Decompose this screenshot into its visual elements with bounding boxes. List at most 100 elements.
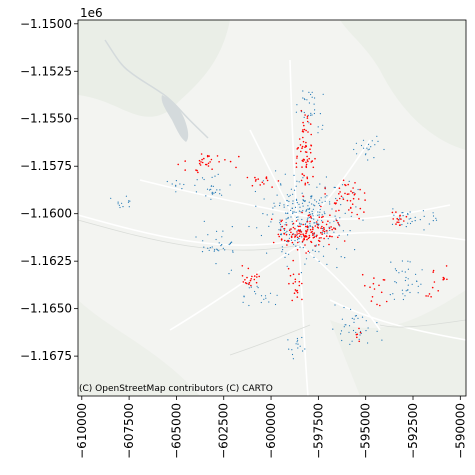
- data-point: [405, 276, 407, 279]
- data-point: [307, 217, 309, 219]
- data-point: [323, 237, 325, 240]
- data-point: [308, 102, 310, 104]
- data-point: [333, 186, 335, 188]
- data-point: [339, 217, 341, 219]
- data-point: [445, 265, 448, 267]
- data-point: [333, 227, 335, 229]
- data-point: [207, 247, 209, 249]
- data-point: [302, 205, 304, 207]
- data-point: [256, 227, 258, 229]
- data-point: [334, 304, 336, 306]
- data-point: [309, 224, 311, 226]
- data-point: [336, 266, 338, 269]
- data-point: [286, 230, 288, 232]
- data-point: [314, 235, 316, 237]
- data-point: [290, 228, 292, 230]
- data-point: [303, 98, 305, 100]
- data-point: [290, 235, 293, 238]
- data-point: [420, 283, 422, 285]
- data-point: [298, 284, 301, 287]
- data-point: [255, 281, 258, 284]
- data-point: [282, 249, 284, 251]
- data-point: [357, 317, 359, 319]
- data-point: [318, 260, 320, 262]
- attribution-text: (C) OpenStreetMap contributors (C) CARTO: [79, 384, 273, 394]
- data-point: [299, 223, 301, 225]
- data-point: [330, 226, 332, 228]
- data-point: [304, 182, 307, 185]
- data-point: [351, 211, 353, 214]
- data-point: [274, 303, 277, 306]
- data-point: [336, 248, 338, 250]
- data-point: [305, 252, 307, 254]
- data-point: [338, 224, 340, 226]
- data-point: [362, 219, 364, 221]
- data-point: [394, 268, 396, 270]
- data-point: [304, 263, 306, 265]
- data-point: [314, 109, 316, 111]
- data-point: [307, 208, 309, 210]
- data-point: [326, 195, 328, 197]
- data-point: [399, 214, 401, 217]
- data-point: [354, 182, 356, 184]
- data-point: [376, 322, 378, 324]
- axes-frame: [77, 19, 467, 397]
- data-point: [344, 257, 346, 259]
- data-point: [110, 197, 112, 199]
- data-point: [303, 111, 305, 114]
- x-axis: −610000 −607500 −605000 −602500 −600000 −5975…: [75, 396, 467, 459]
- data-point: [314, 199, 316, 201]
- data-point: [285, 222, 287, 224]
- data-point: [184, 169, 186, 171]
- data-point: [296, 225, 299, 227]
- lake: [161, 95, 189, 142]
- points-layer: [110, 90, 448, 360]
- data-point: [399, 217, 401, 219]
- data-point: [195, 236, 197, 238]
- data-point: [287, 267, 290, 270]
- data-point: [279, 204, 281, 207]
- data-point: [366, 147, 368, 149]
- data-point: [433, 281, 436, 283]
- data-point: [281, 251, 283, 253]
- data-point: [335, 210, 337, 212]
- data-point: [310, 93, 312, 96]
- data-point: [396, 217, 399, 220]
- data-point: [364, 199, 366, 201]
- data-point: [355, 315, 357, 317]
- data-point: [285, 252, 287, 254]
- data-point: [272, 207, 274, 209]
- data-point: [253, 275, 256, 277]
- data-point: [230, 241, 232, 244]
- data-point: [409, 211, 411, 213]
- data-point: [287, 216, 289, 219]
- data-point: [260, 295, 263, 297]
- data-point: [246, 276, 248, 279]
- data-point: [295, 211, 297, 213]
- data-point: [305, 258, 308, 260]
- data-point: [296, 234, 298, 237]
- data-point: [288, 348, 290, 350]
- data-point: [421, 269, 423, 271]
- data-point: [347, 183, 350, 186]
- data-point: [405, 226, 407, 228]
- data-point: [352, 187, 354, 189]
- data-point: [289, 234, 291, 236]
- data-point: [289, 274, 292, 277]
- data-point: [175, 191, 177, 193]
- data-point: [299, 225, 301, 228]
- data-point: [306, 238, 308, 241]
- data-point: [428, 223, 430, 225]
- data-point: [417, 292, 419, 294]
- data-point: [299, 246, 301, 248]
- data-point: [350, 308, 352, 310]
- data-point: [296, 199, 298, 201]
- data-point: [315, 221, 318, 223]
- data-point: [407, 278, 409, 280]
- data-point: [351, 192, 354, 194]
- data-point: [321, 128, 323, 130]
- data-point: [343, 326, 345, 328]
- data-point: [368, 148, 370, 150]
- data-point: [296, 341, 298, 343]
